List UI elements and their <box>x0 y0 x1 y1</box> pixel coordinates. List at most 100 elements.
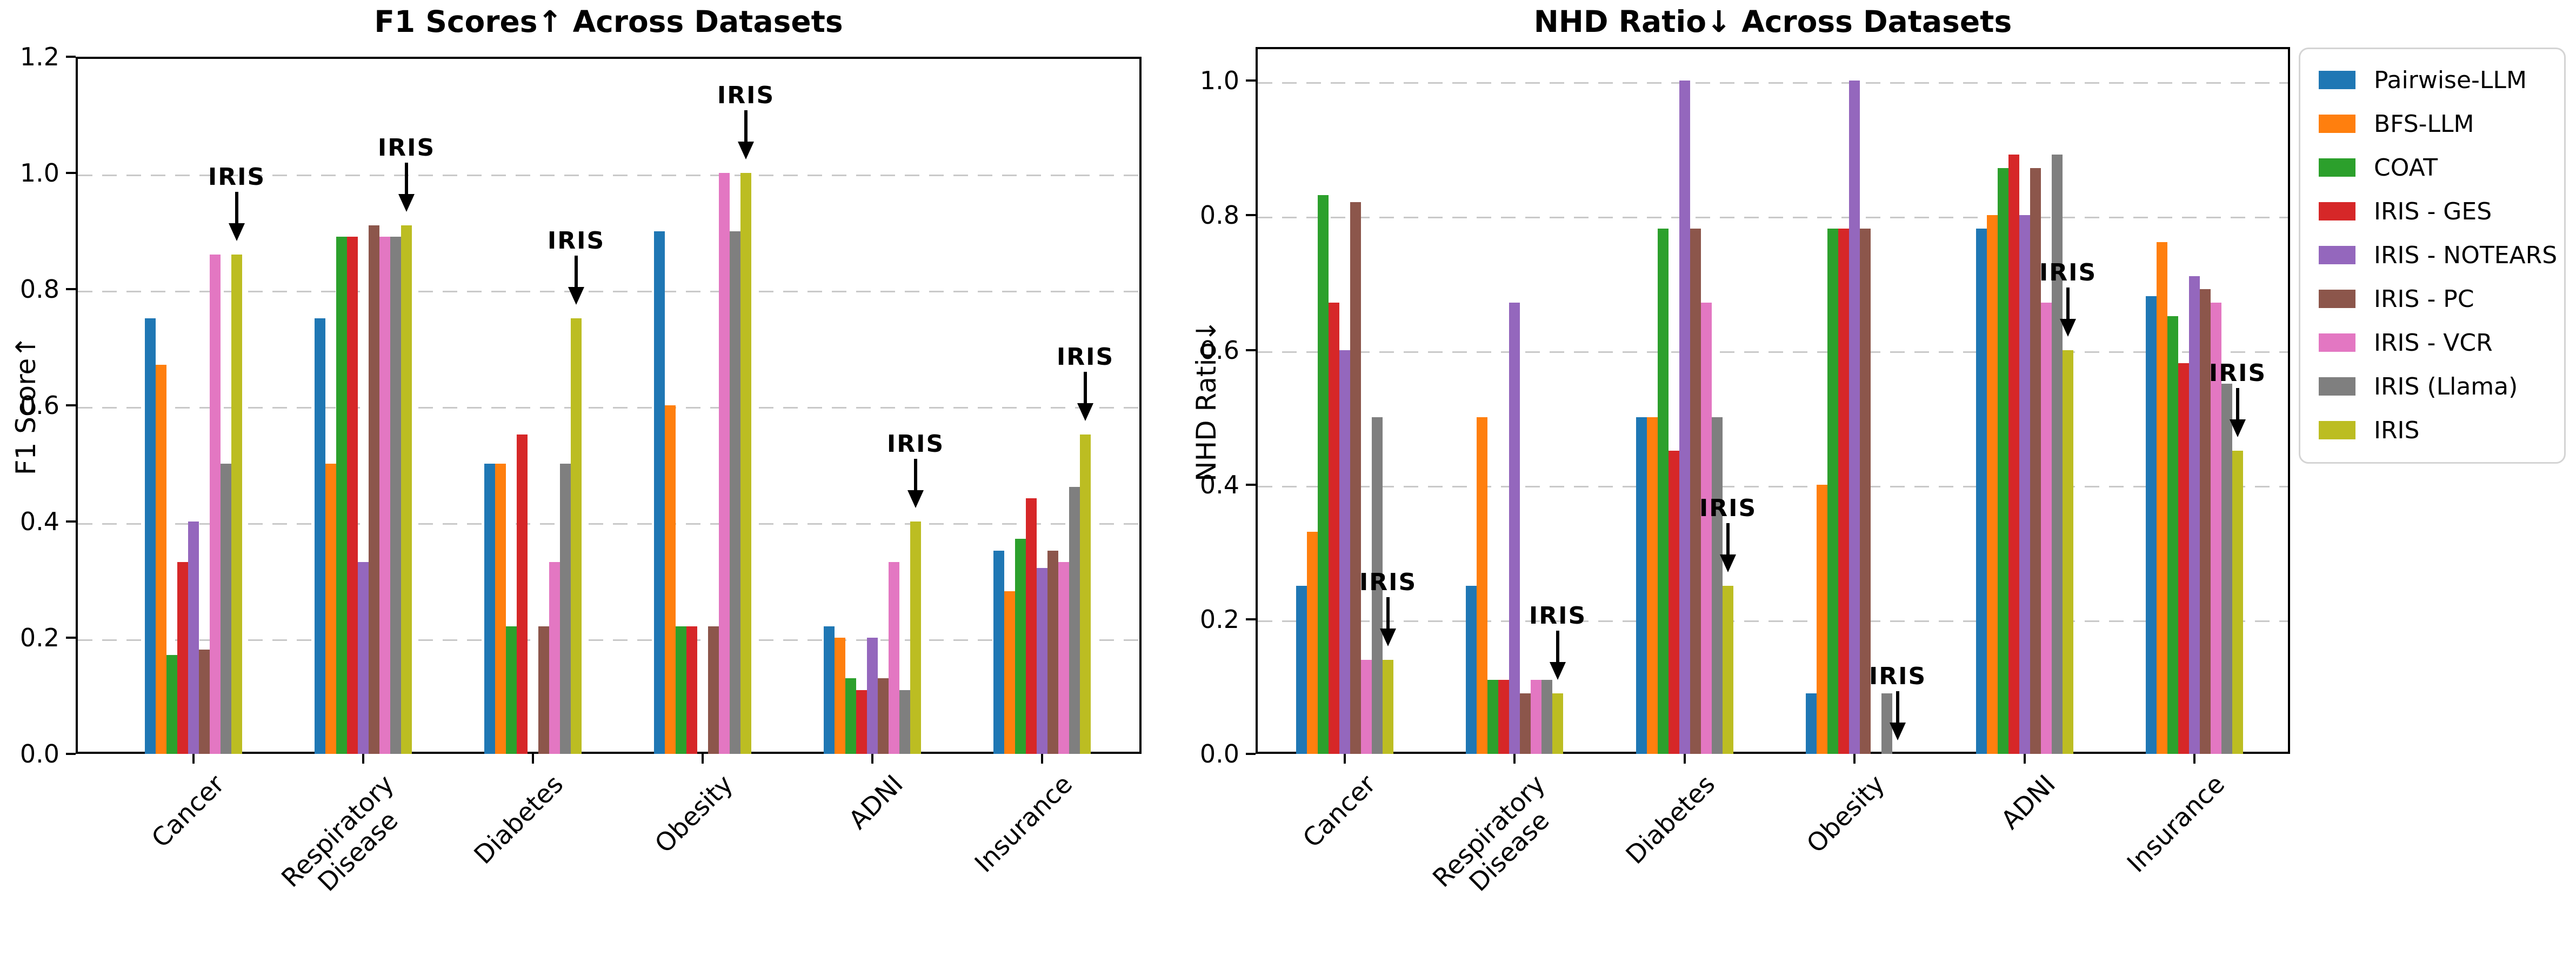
bar-IRIS - GES-ADNI <box>2008 155 2019 754</box>
iris-annotation-text: IRIS <box>886 430 945 458</box>
iris-annotation-Respiratory-Disease: IRIS <box>363 134 450 215</box>
iris-annotation-text: IRIS <box>547 226 605 255</box>
legend-swatch-icon <box>2319 158 2355 177</box>
x-tick-mark <box>1041 754 1043 764</box>
down-arrow-icon <box>738 110 754 159</box>
bar-IRIS - PC-Cancer <box>199 649 210 754</box>
bar-IRIS - GES-Respiratory Disease <box>347 237 358 754</box>
bar-IRIS - NOTEARS-Diabetes <box>1679 81 1690 754</box>
legend-swatch-icon <box>2319 115 2355 133</box>
bar-IRIS - PC-Obesity <box>708 626 719 754</box>
bar-Pairwise-LLM-Obesity <box>1806 693 1817 754</box>
bar-IRIS-ADNI <box>2063 350 2073 754</box>
gridline-0.8 <box>78 290 1139 292</box>
down-arrow-icon <box>568 255 584 305</box>
legend-swatch-icon <box>2319 246 2355 264</box>
y-tick-mark <box>1246 349 1256 351</box>
bar-Pairwise-LLM-Respiratory Disease <box>1466 585 1477 754</box>
bar-IRIS-ADNI <box>910 522 921 754</box>
bar-IRIS - NOTEARS-Cancer <box>188 522 199 754</box>
legend-item-label: COAT <box>2374 154 2438 182</box>
f1-chart-title: F1 Scores↑ Across Datasets <box>374 4 843 39</box>
gridline-0.8 <box>1258 216 2288 218</box>
bar-BFS-LLM-Obesity <box>1817 484 1827 754</box>
iris-annotation-ADNI: IRIS <box>872 430 959 511</box>
y-tick-label: 1.0 <box>1199 66 1239 96</box>
bar-IRIS (Llama)-Insurance <box>2221 383 2232 754</box>
bar-COAT-Insurance <box>1015 539 1026 754</box>
bar-BFS-LLM-Cancer <box>1307 531 1318 754</box>
bar-Pairwise-LLM-Diabetes <box>1636 417 1647 754</box>
y-tick-mark <box>66 520 76 523</box>
gridline-0.4 <box>78 523 1139 525</box>
y-tick-label: 1.2 <box>19 42 59 71</box>
bar-IRIS-Insurance <box>2232 451 2243 754</box>
y-tick-mark <box>1246 618 1256 620</box>
down-arrow-icon <box>1077 371 1093 421</box>
bar-IRIS - VCR-Obesity <box>719 173 730 754</box>
bar-IRIS-Cancer <box>1383 659 1393 754</box>
legend-item-IRIS - VCR: IRIS - VCR <box>2319 327 2551 359</box>
bar-IRIS - NOTEARS-Obesity <box>1849 81 1860 754</box>
bar-BFS-LLM-Cancer <box>156 364 166 754</box>
x-tick-label-Insurance: Insurance <box>2121 769 2231 879</box>
bar-IRIS-Respiratory Disease <box>401 225 412 754</box>
gridline-1.0 <box>78 174 1139 176</box>
x-tick-label-Diabetes: Diabetes <box>1620 769 1721 871</box>
bar-IRIS-Insurance <box>1080 434 1091 754</box>
y-tick-label: 0.6 <box>1199 335 1239 365</box>
bar-BFS-LLM-ADNI <box>1987 215 1998 754</box>
bar-IRIS - VCR-ADNI <box>889 562 899 754</box>
bar-COAT-Cancer <box>166 655 177 754</box>
bar-IRIS (Llama)-Cancer <box>221 463 231 754</box>
legend-item-label: IRIS (Llama) <box>2374 373 2518 400</box>
iris-annotation-text: IRIS <box>2208 359 2267 387</box>
y-tick-mark <box>66 56 76 58</box>
y-tick-label: 0.2 <box>19 623 59 652</box>
legend-item-IRIS - NOTEARS: IRIS - NOTEARS <box>2319 239 2557 272</box>
bar-IRIS - VCR-Insurance <box>1058 562 1069 754</box>
legend-item-IRIS (Llama): IRIS (Llama) <box>2319 371 2551 403</box>
y-tick-label: 0.4 <box>19 507 59 536</box>
legend-item-label: IRIS - NOTEARS <box>2374 242 2558 269</box>
x-tick-mark <box>1513 754 1516 764</box>
x-tick-label-Cancer: Cancer <box>145 769 230 854</box>
bar-IRIS - GES-Obesity <box>1838 229 1849 754</box>
iris-annotation-Obesity: IRIS <box>703 82 789 163</box>
iris-annotation-Diabetes: IRIS <box>533 227 619 308</box>
iris-annotation-text: IRIS <box>2039 258 2097 286</box>
x-tick-label-Diabetes: Diabetes <box>469 769 570 871</box>
x-tick-mark <box>2193 754 2195 764</box>
x-tick-label-Obesity: Obesity <box>1801 769 1891 859</box>
bar-IRIS - VCR-Respiratory Disease <box>379 237 390 754</box>
bar-IRIS - GES-Diabetes <box>517 434 528 754</box>
y-tick-label: 0.2 <box>1199 604 1239 634</box>
bar-IRIS - GES-Insurance <box>2178 363 2189 754</box>
legend-swatch-icon <box>2319 421 2355 439</box>
y-tick-mark <box>66 753 76 755</box>
down-arrow-icon <box>398 162 415 212</box>
down-arrow-icon <box>1720 523 1736 572</box>
y-tick-label: 0.8 <box>1199 200 1239 230</box>
bar-Pairwise-LLM-Insurance <box>2146 296 2157 754</box>
x-tick-mark <box>1853 754 1856 764</box>
bar-IRIS-Diabetes <box>1723 585 1733 754</box>
legend-item-IRIS - PC: IRIS - PC <box>2319 283 2551 316</box>
x-tick-label-Respiratory-Disease: Respiratory Disease <box>1427 769 1555 898</box>
bar-IRIS (Llama)-Cancer <box>1372 417 1383 754</box>
down-arrow-icon <box>1550 630 1566 680</box>
x-tick-label-Insurance: Insurance <box>969 769 1079 879</box>
legend-swatch-icon <box>2319 290 2355 308</box>
iris-annotation-Cancer: IRIS <box>1345 569 1431 650</box>
bar-Pairwise-LLM-Diabetes <box>484 463 495 754</box>
bar-IRIS - VCR-ADNI <box>2041 303 2052 754</box>
bar-IRIS - PC-Obesity <box>1860 229 1871 754</box>
bar-IRIS (Llama)-Diabetes <box>1712 417 1723 754</box>
iris-annotation-ADNI: IRIS <box>2025 259 2111 340</box>
down-arrow-icon <box>2230 388 2246 438</box>
iris-annotation-text: IRIS <box>1056 343 1115 371</box>
down-arrow-icon <box>229 191 245 241</box>
bar-BFS-LLM-Insurance <box>2157 242 2167 754</box>
x-tick-mark <box>192 754 195 764</box>
y-tick-mark <box>66 637 76 639</box>
